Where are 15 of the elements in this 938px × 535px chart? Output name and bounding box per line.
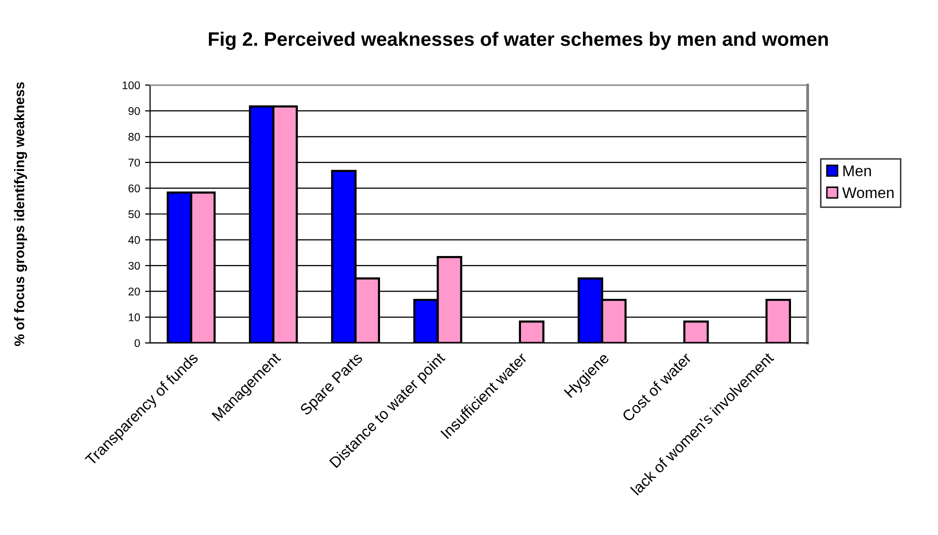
y-axis-title: % of focus groups identifying weakness — [14, 82, 28, 346]
y-tick-label: 0 — [134, 339, 140, 348]
legend-label: Women — [842, 187, 894, 198]
legend-label: Men — [843, 166, 871, 176]
y-tick-label: 90 — [128, 107, 140, 115]
y-tick-label: 30 — [128, 262, 140, 270]
y-tick-label: 60 — [128, 184, 140, 192]
y-tick-label: 100 — [122, 81, 140, 90]
y-tick-label: 50 — [128, 210, 140, 218]
y-tick-label: 70 — [128, 158, 140, 167]
chart-title: Fig 2. Perceived weaknesses of water schemes by men and women — [208, 32, 828, 50]
y-tick-label: 10 — [128, 313, 140, 322]
y-tick-label: 20 — [128, 288, 140, 296]
y-tick-label: 40 — [128, 236, 140, 244]
y-tick-label: 80 — [128, 132, 140, 141]
